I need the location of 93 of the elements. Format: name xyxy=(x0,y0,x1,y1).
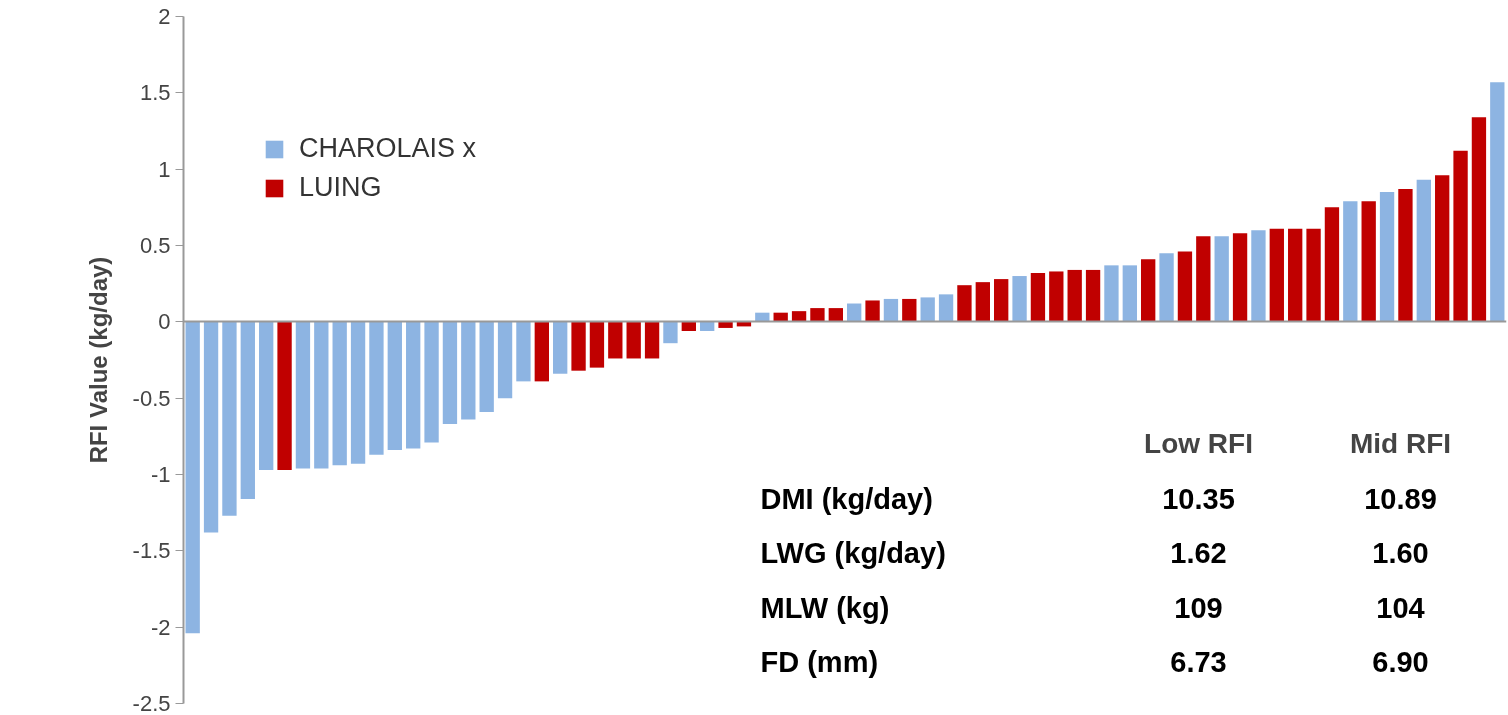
bar xyxy=(314,321,329,469)
bar xyxy=(1214,236,1229,322)
bar xyxy=(332,321,347,466)
bar xyxy=(387,321,402,451)
y-tick-label: 1 xyxy=(158,156,171,182)
annotation: 10.35 xyxy=(1162,482,1235,515)
y-tick-label: 2 xyxy=(158,4,171,29)
y-tick-label: 1.5 xyxy=(139,80,171,106)
bar xyxy=(608,321,623,359)
bar xyxy=(571,321,586,371)
bar xyxy=(1453,150,1468,322)
bar xyxy=(883,298,899,322)
legend-label: CHAROLAIS x xyxy=(299,133,477,164)
bar xyxy=(369,321,384,455)
bar xyxy=(865,300,880,322)
bar xyxy=(424,321,439,443)
bar xyxy=(259,321,274,470)
bar xyxy=(1324,207,1340,322)
bar xyxy=(1288,228,1303,322)
bar xyxy=(1141,259,1156,322)
bar xyxy=(902,298,917,322)
y-tick-label: -0.5 xyxy=(132,385,171,411)
bar xyxy=(295,321,311,469)
bar xyxy=(461,321,476,420)
annotation: 6.73 xyxy=(1170,646,1227,678)
bar xyxy=(644,321,660,359)
bar xyxy=(1159,253,1174,322)
annotation: 104 xyxy=(1376,591,1425,624)
annotation: FD (mm) xyxy=(760,646,879,678)
bar xyxy=(1104,265,1119,322)
bar xyxy=(626,321,641,359)
bar xyxy=(534,321,549,382)
bar xyxy=(994,279,1009,322)
bar xyxy=(1251,230,1266,322)
y-tick-label: -1 xyxy=(150,462,171,487)
bar xyxy=(240,321,255,499)
y-tick-label: -2 xyxy=(150,614,171,640)
bar xyxy=(277,321,292,470)
annotation: Low RFI xyxy=(1144,428,1253,459)
bar xyxy=(1471,117,1487,322)
bar xyxy=(203,321,219,533)
annotation: LWG (kg/day) xyxy=(760,537,946,569)
bar xyxy=(1398,189,1413,322)
bar xyxy=(589,321,605,368)
y-tick-label: -2.5 xyxy=(132,691,171,715)
bar xyxy=(479,321,494,412)
bar xyxy=(1085,269,1101,322)
bar xyxy=(185,321,200,634)
bar xyxy=(847,303,862,322)
bar xyxy=(1122,265,1137,322)
annotation: 109 xyxy=(1174,591,1223,624)
bar xyxy=(1196,236,1211,322)
bar xyxy=(975,282,990,322)
bar xyxy=(1049,271,1064,322)
bar xyxy=(406,321,421,449)
y-tick-label: 0.5 xyxy=(139,233,171,258)
bar xyxy=(1269,228,1284,322)
annotation: 10.89 xyxy=(1364,482,1437,515)
bar xyxy=(1030,272,1046,322)
bar xyxy=(1067,269,1082,322)
annotation: MLW (kg) xyxy=(760,591,890,624)
bar xyxy=(1361,201,1376,322)
annotation: 6.90 xyxy=(1372,646,1429,678)
y-tick-label: 0 xyxy=(158,309,171,335)
bar xyxy=(1306,228,1321,322)
bar xyxy=(1012,276,1027,322)
bar xyxy=(1490,82,1505,322)
bar xyxy=(1379,192,1395,322)
bar xyxy=(810,308,825,322)
bar xyxy=(497,321,513,399)
annotation: 1.60 xyxy=(1372,537,1429,569)
bar xyxy=(222,321,237,516)
y-axis-title: RFI Value (kg/day) xyxy=(84,256,112,464)
bar xyxy=(957,285,972,322)
bar xyxy=(828,308,843,322)
bar xyxy=(920,297,935,322)
bar xyxy=(1177,251,1193,322)
bar xyxy=(1232,233,1248,322)
bar xyxy=(791,311,807,322)
bar xyxy=(1343,201,1358,322)
bar xyxy=(553,321,568,374)
legend-label: LUING xyxy=(299,172,382,203)
y-tick-label: -1.5 xyxy=(132,538,171,564)
annotation: Mid RFI xyxy=(1349,428,1452,459)
annotation: DMI (kg/day) xyxy=(760,482,933,515)
bar xyxy=(938,294,954,322)
bar xyxy=(1416,179,1431,322)
bar xyxy=(1435,175,1450,322)
bar xyxy=(663,321,678,344)
bar xyxy=(516,321,531,382)
annotation: 1.62 xyxy=(1170,537,1227,569)
bar xyxy=(442,321,458,425)
bar xyxy=(350,321,366,464)
